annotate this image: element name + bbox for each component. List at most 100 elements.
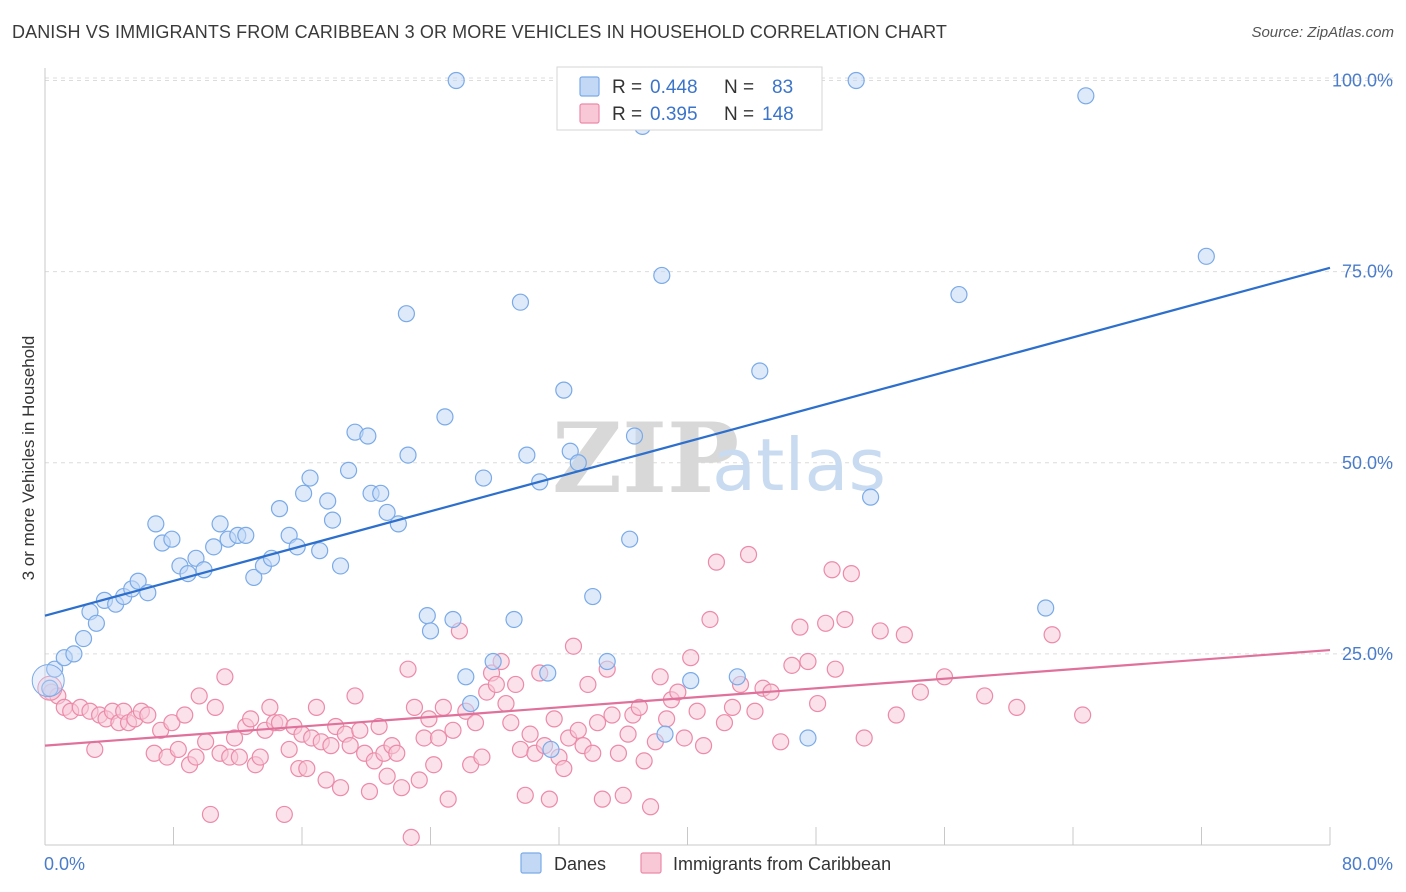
danes-point [195, 561, 213, 579]
caribbean-point [201, 805, 220, 824]
caribbean-point [516, 786, 534, 804]
caribbean-point [826, 660, 844, 678]
danes-point [539, 664, 557, 682]
chart-title: DANISH VS IMMIGRANTS FROM CARIBBEAN 3 OR… [12, 22, 947, 42]
caribbean-point [466, 714, 485, 732]
caribbean-point [473, 748, 491, 766]
bottom-legend-swatch-danes [520, 852, 542, 874]
caribbean-point [242, 710, 260, 728]
caribbean-point [360, 782, 379, 801]
caribbean-point [609, 744, 628, 762]
caribbean-point [190, 687, 208, 705]
caribbean-point [280, 740, 298, 759]
caribbean-point [388, 744, 406, 762]
caribbean-point [772, 733, 790, 751]
danes-point [1197, 247, 1215, 265]
caribbean-point [614, 786, 632, 804]
caribbean-point [783, 656, 801, 674]
danes-point [584, 587, 602, 606]
caribbean-point [444, 721, 462, 739]
axes [44, 68, 1331, 846]
caribbean-point [507, 675, 525, 694]
y-tick-label: 50.0% [1342, 453, 1393, 473]
caribbean-point [425, 756, 443, 774]
caribbean-point [588, 714, 607, 732]
danes-point [447, 71, 465, 90]
danes-point [331, 557, 350, 575]
caribbean-point [555, 759, 573, 778]
danes-point [462, 694, 480, 713]
danes-point [147, 515, 165, 533]
danes-point [728, 668, 746, 686]
caribbean-point [630, 698, 648, 716]
danes-point [542, 740, 560, 759]
caribbean-point [675, 729, 693, 747]
caribbean-point [619, 725, 637, 743]
caribbean-point [420, 710, 438, 728]
caribbean-point [392, 779, 411, 797]
legend-n-value-caribbean: 148 [762, 104, 794, 125]
caribbean-point [682, 649, 700, 667]
trend-lines [44, 266, 1331, 747]
caribbean-point [658, 710, 676, 728]
danes-point [311, 542, 329, 560]
caribbean-point [521, 725, 539, 743]
series-legend: Danes Immigrants from Caribbean [520, 852, 891, 874]
caribbean-point [1008, 698, 1026, 716]
danes-point [862, 488, 880, 506]
danes-point [418, 607, 436, 625]
danes-point [653, 266, 671, 285]
watermark: ZIP atlas [552, 402, 886, 515]
caribbean-point [230, 748, 248, 766]
caribbean-point [836, 610, 854, 629]
caribbean-point [1043, 626, 1061, 644]
caribbean-point [187, 748, 205, 766]
caribbean-point [225, 729, 244, 747]
caribbean-point [871, 622, 889, 640]
caribbean-point [307, 698, 326, 716]
danes-point [555, 381, 573, 399]
danes-point [656, 725, 674, 743]
danes-point [474, 469, 493, 487]
danes-point [799, 729, 817, 747]
caribbean-point [651, 668, 669, 686]
danes-point [211, 515, 229, 533]
caribbean-point [569, 721, 587, 739]
caribbean-point [707, 553, 726, 571]
caribbean-trend-line [44, 648, 1331, 747]
caribbean-point [497, 694, 515, 713]
caribbean-point [261, 698, 279, 716]
legend-n-value-danes: 83 [772, 77, 793, 98]
y-tick-label: 100.0% [1332, 71, 1393, 91]
caribbean-point [911, 683, 930, 701]
caribbean-point [564, 637, 583, 655]
danes-point [319, 492, 337, 510]
caribbean-point [540, 790, 558, 808]
danes-point [1037, 599, 1055, 617]
danes-point [295, 484, 313, 502]
caribbean-point [206, 698, 224, 716]
danes-point [505, 610, 523, 629]
caribbean-point [935, 668, 954, 686]
legend-r-label-caribbean: R = [612, 104, 642, 125]
danes-point [518, 446, 536, 464]
caribbean-point [402, 828, 420, 846]
caribbean-point [439, 790, 457, 808]
caribbean-point [275, 805, 293, 824]
danes-point [457, 668, 475, 686]
bottom-legend-label-danes: Danes [554, 854, 606, 874]
caribbean-point [641, 798, 660, 816]
danes-point [31, 664, 65, 698]
caribbean-point [399, 660, 417, 678]
legend-n-label-danes: N = [724, 77, 754, 98]
caribbean-points [37, 545, 1092, 846]
danes-point [339, 461, 358, 479]
caribbean-point [809, 694, 827, 713]
caribbean-point [715, 714, 734, 732]
caribbean-point [791, 618, 809, 636]
danes-point [399, 446, 417, 464]
caribbean-point [723, 698, 742, 716]
caribbean-point [317, 771, 335, 789]
caribbean-point [502, 714, 520, 732]
caribbean-point [86, 740, 104, 759]
